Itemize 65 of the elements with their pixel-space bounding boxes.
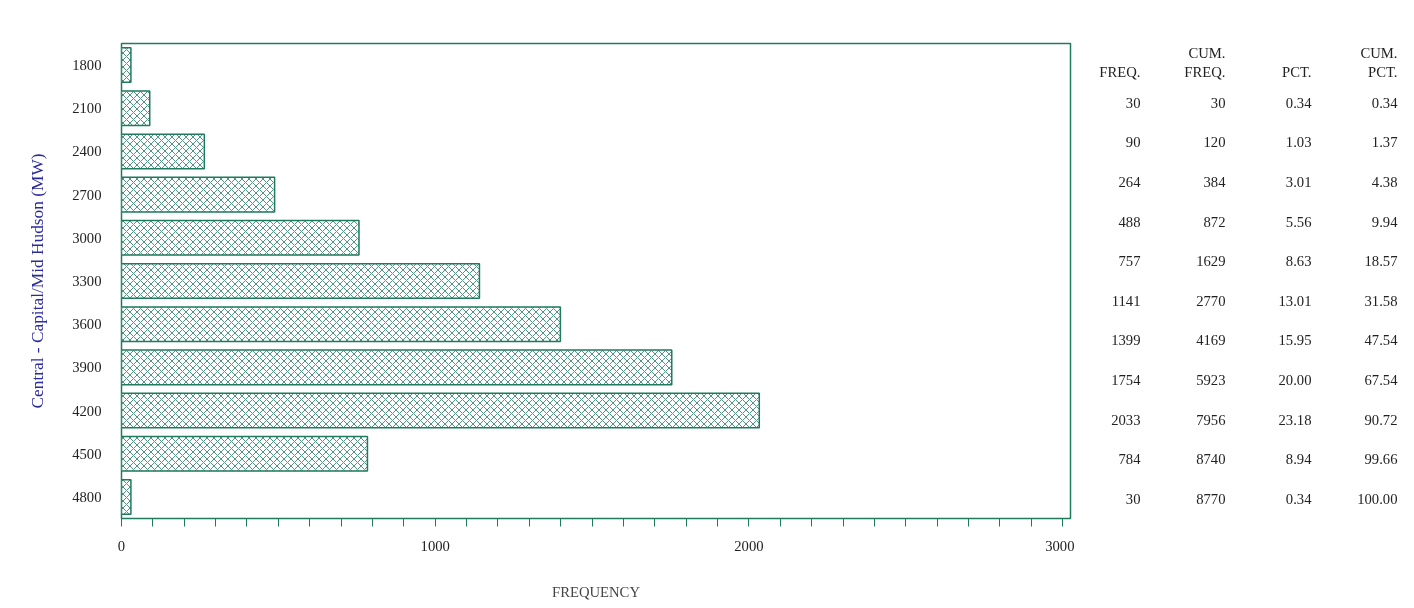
text: PCT. <box>1282 64 1312 81</box>
text: 30 <box>1210 94 1226 111</box>
y-tick-label: 2700 <box>72 186 102 203</box>
text: 9.94 <box>1371 213 1399 230</box>
x-tick-label: 3000 <box>1045 537 1075 554</box>
text: 15.95 <box>1278 332 1312 349</box>
y-tick-label: 2100 <box>72 100 102 117</box>
text: 8740 <box>1196 451 1226 468</box>
text: 1.03 <box>1285 134 1312 151</box>
data-label: 1141 <box>1111 292 1141 309</box>
data-label: 264 <box>1118 173 1142 190</box>
text: 100.00 <box>1357 490 1398 507</box>
text: FREQ. <box>1099 64 1141 81</box>
text: 18.57 <box>1364 253 1398 270</box>
y-tick-label: 4500 <box>72 445 102 462</box>
x-tick-label: 0 <box>117 537 126 554</box>
x-tick-label: 1000 <box>420 537 450 554</box>
text: 2770 <box>1196 292 1226 309</box>
text: 0.34 <box>1285 490 1313 507</box>
text: 5.56 <box>1285 213 1312 230</box>
y-tick-label: 3000 <box>72 229 102 246</box>
text: 8770 <box>1196 490 1226 507</box>
text: 8.63 <box>1285 253 1312 270</box>
text: 7956 <box>1196 411 1226 428</box>
text: 67.54 <box>1364 371 1399 388</box>
y-tick-label: 3300 <box>72 273 102 289</box>
text: 384 <box>1203 173 1227 190</box>
y-tick-label: 3900 <box>72 359 102 376</box>
data-label: 90 <box>1125 134 1141 151</box>
data-label: 2033 <box>1111 411 1141 428</box>
x-axis-title: FREQUENCY <box>552 583 641 600</box>
text: CUM. PCT. <box>1360 44 1398 81</box>
data-label: 1754 <box>1111 371 1142 388</box>
y-axis-title: Central - Capital/Mid Hudson (MW) <box>28 153 48 409</box>
data-label: 757 <box>1118 253 1141 270</box>
text: 4169 <box>1196 332 1226 349</box>
text: 47.54 <box>1364 332 1399 349</box>
text: 872 <box>1203 213 1226 230</box>
text: 13.01 <box>1278 292 1312 309</box>
x-tick-label: 2000 <box>734 537 764 554</box>
text: 1629 <box>1196 253 1226 270</box>
text: 20.00 <box>1278 371 1312 388</box>
y-tick-label: 1800 <box>72 57 102 74</box>
data-label: 30 <box>1125 94 1141 111</box>
text: 0.34 <box>1285 94 1313 111</box>
data-label: 488 <box>1118 213 1141 230</box>
text: 90.72 <box>1364 411 1398 428</box>
data-label: 784 <box>1118 451 1142 468</box>
text: 23.18 <box>1278 411 1312 428</box>
data-label: 1399 <box>1111 332 1141 349</box>
y-tick-label: 4800 <box>72 488 102 505</box>
text: 3.01 <box>1285 173 1312 190</box>
text: CUM. FREQ. <box>1184 44 1226 81</box>
text: 0.34 <box>1371 94 1399 111</box>
y-tick-label: 3600 <box>72 316 102 333</box>
text: 8.94 <box>1285 451 1313 468</box>
y-tick-label: 2400 <box>72 143 102 160</box>
y-tick-label: 4200 <box>72 402 102 419</box>
text: 5923 <box>1196 371 1226 388</box>
text: 31.58 <box>1364 292 1398 309</box>
data-label: 30 <box>1125 490 1141 507</box>
text: 1.37 <box>1371 134 1398 151</box>
text: 99.66 <box>1364 451 1398 468</box>
text: 120 <box>1203 134 1226 151</box>
text: 4.38 <box>1371 173 1398 190</box>
